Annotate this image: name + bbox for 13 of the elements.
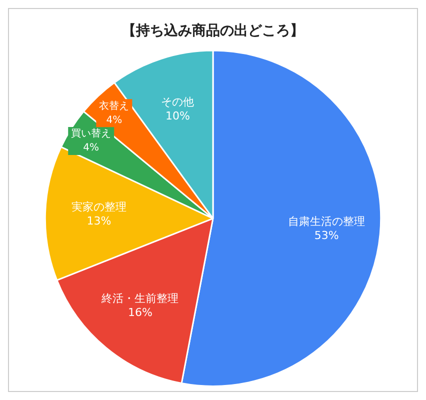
slice-label: 実家の整理 <box>71 200 126 214</box>
slice-label: 自粛生活の整理 <box>288 215 366 228</box>
slice-label: 衣替え <box>99 100 130 112</box>
data-label: 53% <box>314 229 339 242</box>
data-label: 4% <box>106 114 122 126</box>
slice-label: その他 <box>161 96 194 109</box>
chart-title: 【持ち込み商品の出どころ】 <box>122 22 304 40</box>
data-label: 13% <box>86 214 112 228</box>
data-label: 4% <box>83 142 100 154</box>
slice-label: 買い替え <box>71 128 112 140</box>
data-label: 16% <box>128 306 152 320</box>
slice-label: 終活・生前整理 <box>100 292 179 306</box>
data-label: 10% <box>166 110 190 123</box>
